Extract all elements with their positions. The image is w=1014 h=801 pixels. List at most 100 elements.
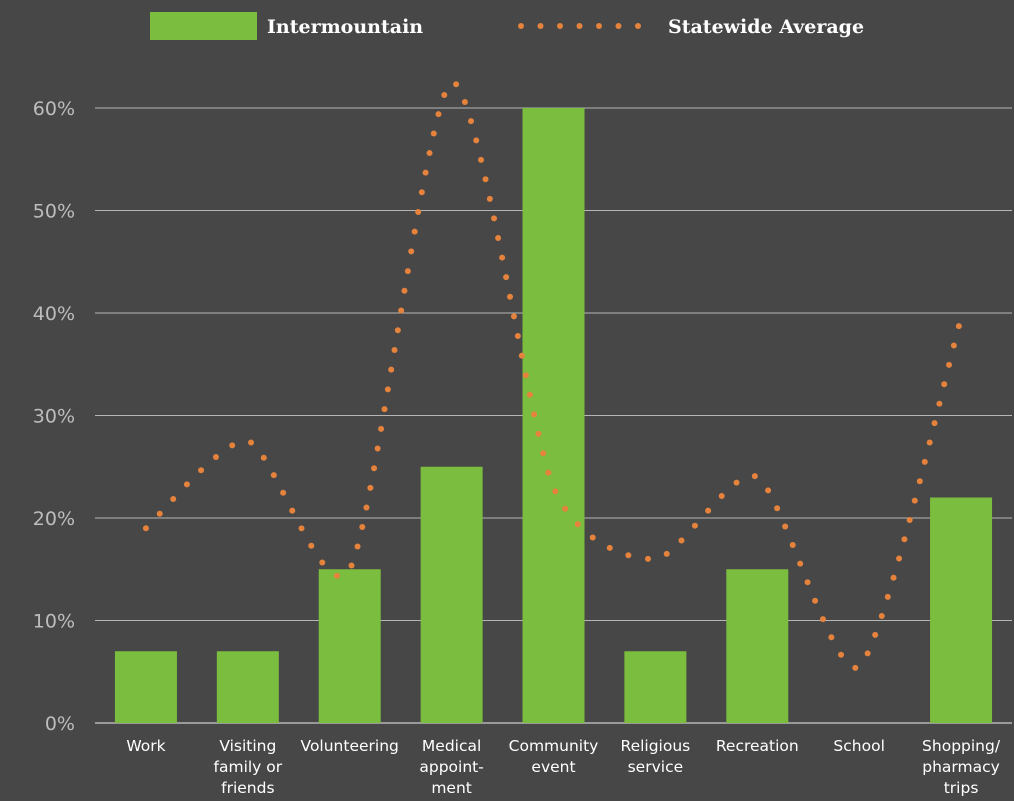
line-dot	[371, 465, 378, 472]
line-dot	[540, 450, 547, 457]
line-dot	[398, 307, 405, 314]
line-dot	[388, 366, 395, 373]
x-tick-label: Medical appoint-ment	[419, 737, 483, 797]
line-dot	[625, 552, 632, 559]
legend: Intermountain Statewide Average	[150, 12, 864, 40]
line-dot	[453, 81, 460, 88]
line-dot	[404, 268, 411, 275]
line-dot	[308, 542, 315, 549]
line-dot	[270, 472, 277, 479]
line-dot	[359, 524, 366, 531]
y-tick-label: 40%	[33, 303, 75, 325]
line-dot	[911, 497, 918, 504]
legend-dot	[518, 23, 524, 29]
line-dot	[890, 574, 897, 581]
x-tick-label: Recreation	[716, 737, 799, 755]
line-dot	[503, 274, 510, 281]
line-dot	[774, 505, 781, 512]
line-dot	[518, 352, 525, 359]
line-dot	[461, 99, 468, 106]
line-dot	[663, 550, 670, 557]
legend-swatch-intermountain	[150, 12, 257, 40]
line-dot	[142, 525, 149, 532]
line-dot	[411, 228, 418, 235]
line-dot	[941, 381, 948, 388]
line-dot	[514, 332, 521, 339]
line-dot	[819, 616, 826, 623]
line-dot	[381, 406, 388, 413]
y-tick-label: 10%	[33, 611, 75, 633]
line-dot	[280, 489, 287, 496]
legend-label-statewide-average: Statewide Average	[668, 16, 864, 38]
line-dot	[430, 130, 437, 137]
y-tick-label: 20%	[33, 508, 75, 530]
line-dot	[552, 488, 559, 495]
line-dot	[378, 425, 385, 432]
y-tick-label: 60%	[33, 98, 75, 120]
line-dot	[884, 593, 891, 600]
line-dot	[426, 150, 433, 157]
legend-dot	[615, 23, 622, 29]
line-dot	[705, 507, 712, 514]
line-dot	[260, 454, 267, 461]
line-dot	[901, 536, 908, 543]
x-tick-label: Work	[126, 737, 165, 755]
line-dot	[333, 572, 340, 579]
line-dot	[499, 254, 506, 261]
bar	[930, 497, 993, 723]
line-dot	[751, 473, 758, 480]
line-dot	[606, 544, 613, 551]
line-dot	[878, 612, 885, 619]
line-dot	[864, 650, 871, 657]
line-dot	[384, 386, 391, 393]
line-dot	[931, 420, 938, 427]
bar	[114, 651, 177, 723]
line-dot	[921, 458, 928, 465]
y-tick-label: 50%	[33, 201, 75, 223]
line-dot	[916, 478, 923, 485]
bar	[624, 651, 687, 723]
line-dot	[535, 430, 542, 437]
bar	[420, 466, 483, 723]
line-dot	[319, 559, 326, 566]
line-dot	[828, 634, 835, 641]
line-dot	[491, 215, 498, 222]
line-dot	[156, 510, 163, 517]
line-dot	[473, 137, 480, 144]
line-dot	[348, 562, 355, 569]
line-dot	[872, 631, 879, 638]
line-dot	[936, 400, 943, 407]
line-dot	[486, 195, 493, 202]
line-dot	[418, 189, 425, 196]
bar	[216, 651, 279, 723]
line-dot	[495, 234, 502, 241]
line-dot	[545, 469, 552, 476]
line-dot	[170, 495, 177, 502]
line-dot	[289, 507, 296, 514]
line-dot	[363, 504, 370, 511]
line-dot	[507, 293, 514, 300]
line-dot	[950, 342, 957, 349]
bar	[726, 569, 789, 723]
line-dot	[441, 91, 448, 98]
line-dot	[589, 534, 596, 541]
line-dot	[367, 484, 374, 491]
line-dot	[391, 346, 398, 353]
line-dot	[678, 537, 685, 544]
line-dot	[374, 445, 381, 452]
line-dot	[946, 361, 953, 368]
line-dot	[526, 391, 533, 398]
line-dot	[896, 555, 903, 562]
line-dot	[733, 479, 740, 486]
line-dot	[797, 560, 804, 567]
line-dot	[198, 467, 205, 474]
line-dot	[804, 579, 811, 586]
x-tick-label: Shopping/pharmacy trips	[922, 737, 1001, 797]
x-tick-label: Religious service	[621, 737, 691, 776]
y-axis-ticks: 0% 10% 20% 30% 40% 50% 60%	[33, 98, 75, 735]
line-dot	[765, 487, 772, 494]
line-dot	[644, 555, 651, 562]
x-tick-label: School	[833, 737, 884, 755]
legend-dot	[576, 23, 583, 29]
